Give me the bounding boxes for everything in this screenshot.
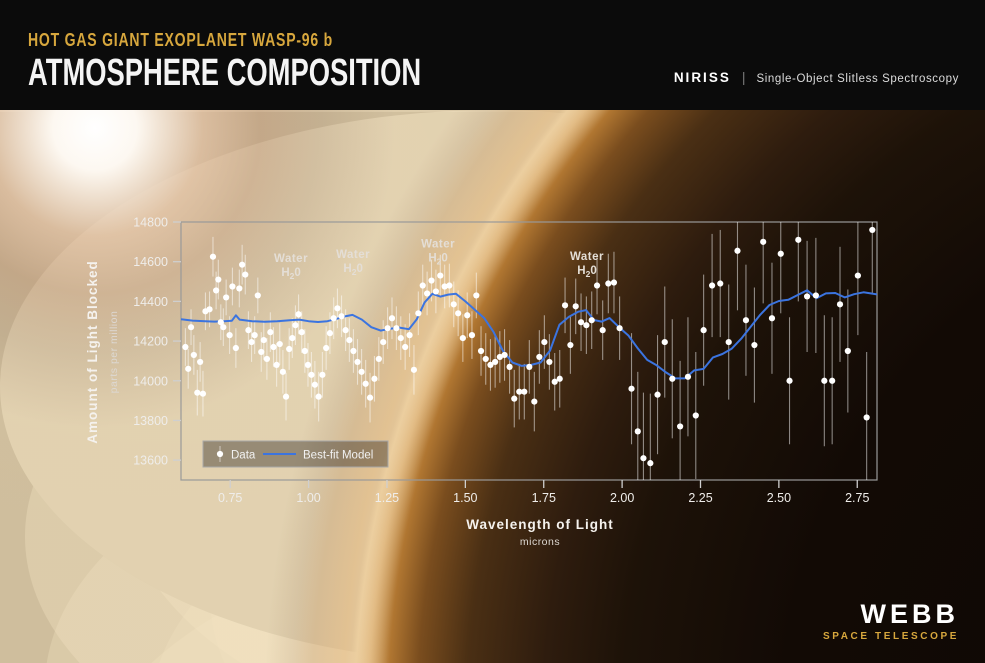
- webb-logo-word: WEBB: [860, 599, 959, 629]
- water-annotation: Water H20: [570, 251, 604, 279]
- plot-area: [181, 222, 877, 480]
- best-fit-model-line: [181, 289, 877, 380]
- exoplanet-kicker: HOT GAS GIANT EXOPLANET WASP-96 b: [28, 30, 419, 51]
- svg-text:H20: H20: [577, 265, 596, 279]
- svg-text:1.00: 1.00: [296, 491, 320, 505]
- instrument-caption: NIRISS | Single-Object Slitless Spectrosco…: [674, 69, 959, 87]
- svg-text:Amount of Light Blocked: Amount of Light Blocked: [85, 260, 100, 443]
- svg-text:2.00: 2.00: [610, 491, 634, 505]
- svg-text:Water: Water: [570, 251, 604, 263]
- svg-text:H20: H20: [281, 267, 300, 281]
- host-star: [0, 110, 985, 663]
- svg-text:Data: Data: [231, 450, 256, 462]
- svg-text:microns: microns: [520, 536, 560, 548]
- svg-text:14000: 14000: [133, 374, 168, 388]
- svg-text:Wavelength of Light: Wavelength of Light: [466, 517, 614, 532]
- separator-bar: |: [741, 69, 746, 85]
- webb-logo-subtitle: SPACE TELESCOPE: [822, 631, 959, 642]
- legend-data-marker: [216, 450, 224, 458]
- water-annotation: Water H20: [336, 249, 370, 277]
- svg-text:H20: H20: [343, 263, 362, 277]
- svg-text:Water: Water: [274, 253, 308, 265]
- water-annotation: Water H20: [274, 253, 308, 281]
- svg-text:14400: 14400: [133, 295, 168, 309]
- svg-text:2.25: 2.25: [688, 491, 712, 505]
- water-annotation: Water H20: [421, 238, 455, 266]
- svg-text:14200: 14200: [133, 335, 168, 349]
- svg-text:14800: 14800: [133, 216, 168, 230]
- svg-text:14600: 14600: [133, 255, 168, 269]
- page-title-text: ATMOSPHERE COMPOSITION: [28, 52, 422, 94]
- svg-text:1.75: 1.75: [532, 491, 556, 505]
- instrument-name: NIRISS: [673, 70, 731, 85]
- webb-logo: WEBB SPACE TELESCOPE: [822, 599, 959, 643]
- svg-text:0.75: 0.75: [218, 491, 242, 505]
- plot-border: [180, 221, 878, 481]
- space-scene: [0, 110, 985, 663]
- svg-text:Best-fit Model: Best-fit Model: [303, 450, 373, 462]
- header-bar: HOT GAS GIANT EXOPLANET WASP-96 b ATMOSP…: [0, 0, 985, 110]
- page-title: ATMOSPHERE COMPOSITION: [28, 52, 574, 95]
- svg-text:parts per million: parts per million: [108, 311, 120, 394]
- legend: Data Best-fit Model: [202, 440, 389, 468]
- instrument-mode: Single-Object Slitless Spectroscopy: [756, 73, 959, 85]
- svg-text:2.50: 2.50: [767, 491, 791, 505]
- kicker-text: HOT GAS GIANT EXOPLANET WASP-96 b: [28, 30, 334, 50]
- svg-text:Water: Water: [421, 238, 455, 250]
- svg-text:H20: H20: [428, 252, 447, 266]
- svg-text:Water: Water: [336, 249, 370, 261]
- svg-text:2.75: 2.75: [845, 491, 869, 505]
- svg-text:13800: 13800: [133, 414, 168, 428]
- svg-text:1.50: 1.50: [453, 491, 477, 505]
- svg-text:1.25: 1.25: [375, 491, 399, 505]
- svg-text:13600: 13600: [133, 454, 168, 468]
